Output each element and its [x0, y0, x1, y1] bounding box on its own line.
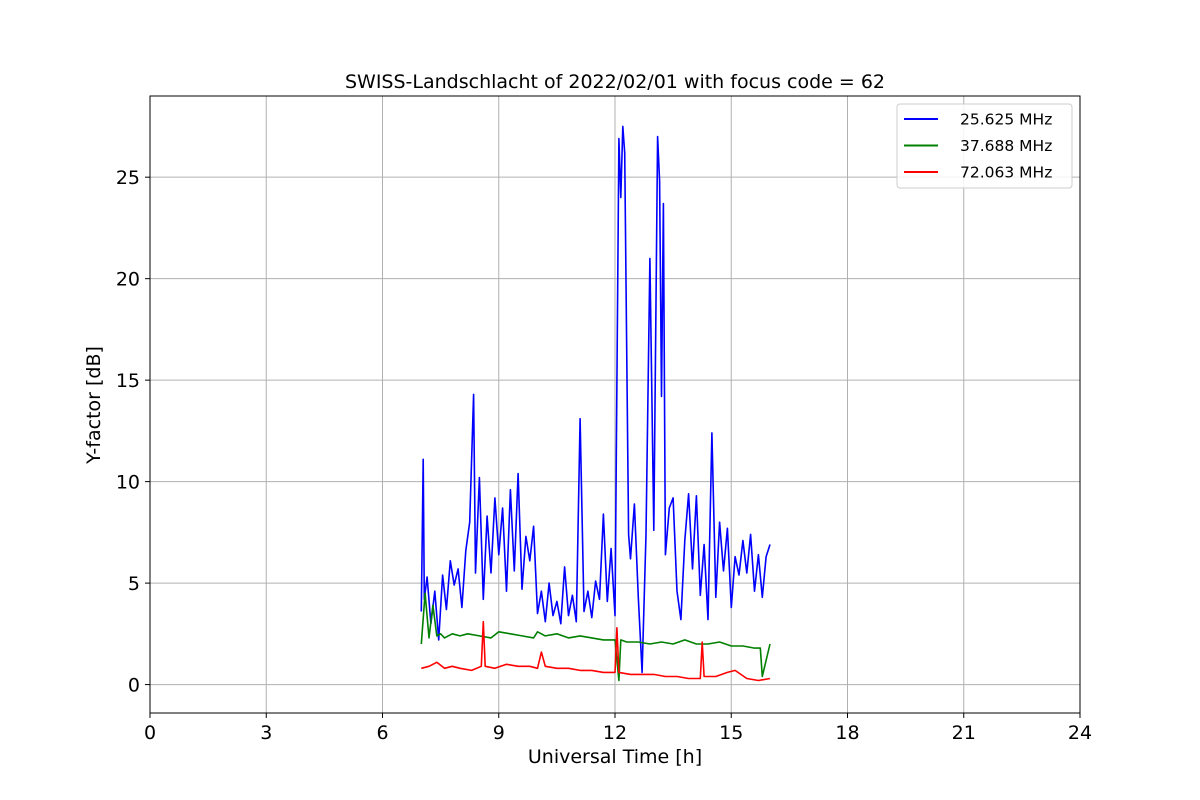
- x-tick-label: 18: [835, 722, 859, 744]
- series-line-2: [421, 620, 771, 682]
- legend-label-2: 72.063 MHz: [960, 164, 1052, 182]
- legend-label-0: 25.625 MHz: [960, 111, 1052, 129]
- x-tick-label: 9: [493, 722, 505, 744]
- x-tick-label: 24: [1068, 722, 1092, 744]
- y-tick-label: 20: [116, 269, 140, 291]
- chart-title: SWISS-Landschlacht of 2022/02/01 with fo…: [345, 71, 885, 93]
- grid: [149, 96, 1081, 713]
- x-tick-label: 3: [260, 722, 272, 744]
- axis-ticks: 0 3 6 9 12 15 18 21 24 0 5 10 15 20 25: [116, 167, 1092, 744]
- x-tick-label: 15: [719, 722, 743, 744]
- legend-label-1: 37.688 MHz: [960, 137, 1052, 155]
- plot-series: [420, 125, 771, 682]
- x-tick-label: 6: [376, 722, 388, 744]
- y-tick-label: 15: [116, 370, 140, 392]
- legend-box: [896, 103, 1073, 189]
- y-tick-label: 10: [116, 472, 140, 494]
- legend: 25.625 MHz 37.688 MHz 72.063 MHz: [896, 103, 1073, 189]
- y-tick-label: 0: [128, 675, 140, 697]
- y-axis-label: Y-factor [dB]: [83, 346, 105, 465]
- x-tick-label: 21: [952, 722, 976, 744]
- x-tick-label: 12: [603, 722, 627, 744]
- y-tick-label: 5: [128, 573, 140, 595]
- x-axis-label: Universal Time [h]: [528, 746, 702, 768]
- series-line-0: [420, 125, 771, 674]
- y-tick-label: 25: [116, 167, 140, 189]
- series-line-1: [420, 592, 771, 682]
- x-tick-label: 0: [144, 722, 156, 744]
